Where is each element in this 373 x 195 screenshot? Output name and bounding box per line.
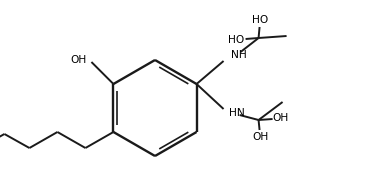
- Text: HO: HO: [253, 15, 269, 25]
- Text: OH: OH: [272, 113, 289, 123]
- Text: OH: OH: [253, 132, 269, 142]
- Text: NH: NH: [231, 50, 246, 60]
- Text: HN: HN: [229, 108, 244, 118]
- Text: HO: HO: [228, 35, 245, 45]
- Text: OH: OH: [70, 55, 87, 65]
